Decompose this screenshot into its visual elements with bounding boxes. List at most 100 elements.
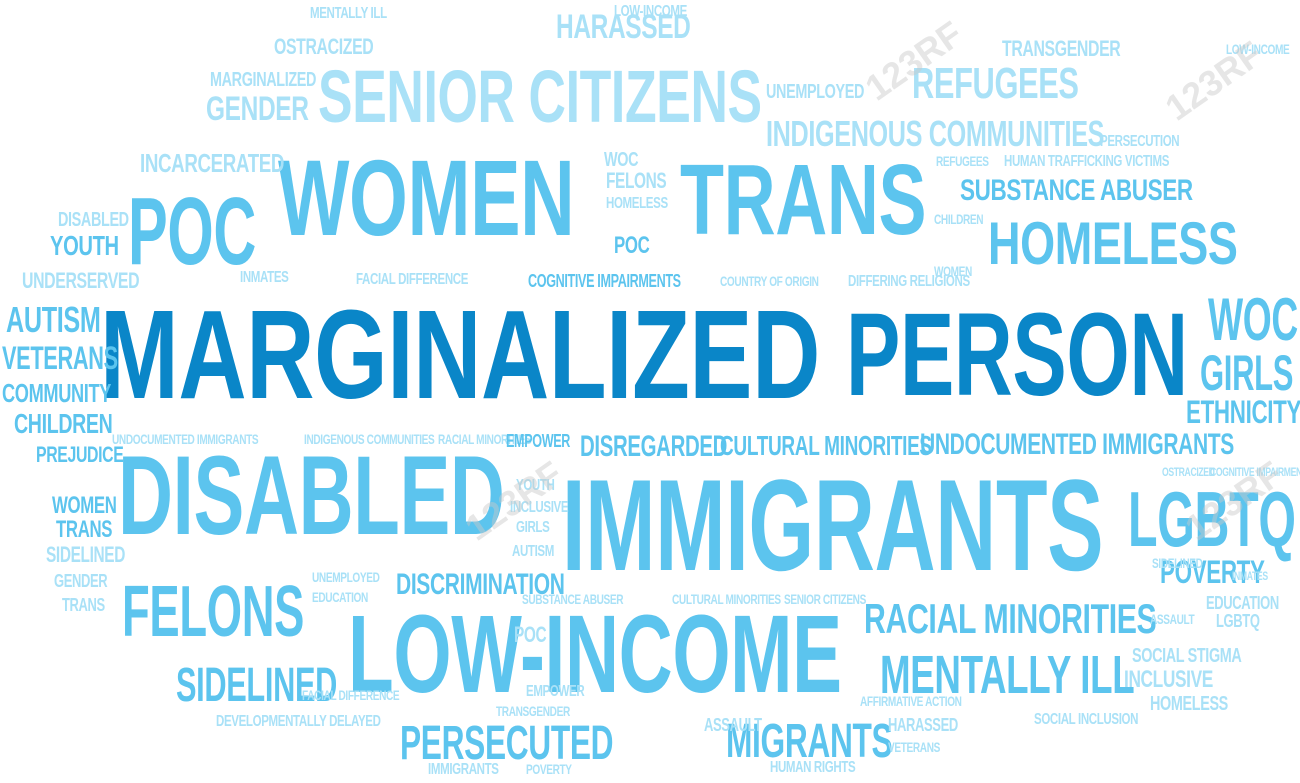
word-cultural-minorities: CULTURAL MINORITIES — [720, 430, 932, 461]
word-refugees-small: REFUGEES — [936, 153, 989, 169]
word-differing-religions: DIFFERING RELIGIONS — [848, 273, 970, 290]
word-ethnicity: ETHNICITY — [1186, 394, 1300, 430]
word-harassed-small: HARASSED — [888, 715, 958, 735]
word-poc-mid: POC — [514, 622, 547, 647]
word-senior-citizens: SENIOR CITIZENS — [318, 55, 762, 138]
word-affirmative-action: AFFIRMATIVE ACTION — [860, 693, 962, 709]
word-social-inclusion: SOCIAL INCLUSION — [1034, 711, 1139, 728]
word-persecution: PERSECUTION — [1100, 133, 1180, 150]
word-felons: FELONS — [122, 572, 305, 652]
word-felons-small: FELONS — [606, 168, 667, 193]
word-poverty: POVERTY — [1160, 554, 1265, 590]
word-ostracized-right: OSTRACIZED — [1162, 465, 1215, 479]
word-underserved: UNDERSERVED — [22, 268, 140, 293]
word-poc: POC — [128, 178, 257, 285]
word-disabled: DISABLED — [118, 433, 505, 558]
word-indigenous-communities: INDIGENOUS COMMUNITIES — [766, 113, 1105, 154]
word-undocumented-immigrants: UNDOCUMENTED IMMIGRANTS — [920, 428, 1234, 461]
word-woc: WOC — [1208, 286, 1298, 353]
word-inmates: INMATES — [240, 269, 289, 286]
word-disabled-small: DISABLED — [58, 209, 129, 231]
word-education-right: EDUCATION — [1206, 593, 1279, 613]
word-assault: ASSAULT — [704, 715, 762, 735]
word-children-right: CHILDREN — [934, 211, 984, 227]
word-low-income: LOW-INCOME — [348, 593, 842, 716]
word-racial-minorities-small: RACIAL MINORITIES — [438, 431, 532, 447]
word-developmentally-delayed: DEVELOPMENTALLY DELAYED — [216, 713, 381, 730]
word-assault-right: ASSAULT — [1150, 611, 1195, 627]
word-homeless: HOMELESS — [988, 210, 1238, 277]
word-low-income-top: LOW-INCOME — [614, 3, 687, 20]
word-women-right: WOMEN — [934, 263, 972, 279]
word-girls-mid: GIRLS — [516, 519, 550, 536]
word-women: WOMEN — [278, 137, 575, 258]
word-trans: TRANS — [680, 144, 927, 256]
word-marginalized: MARGINALIZED — [100, 284, 820, 425]
word-woc-small: WOC — [604, 149, 639, 171]
word-immigrants-small: IMMIGRANTS — [428, 761, 499, 778]
word-incarcerated: INCARCERATED — [140, 148, 285, 178]
word-social-stigma: SOCIAL STIGMA — [1132, 645, 1242, 667]
word-inclusive-mid: INCLUSIVE — [510, 499, 569, 516]
word-autism-mid: AUTISM — [512, 543, 554, 560]
word-migrants: MIGRANTS — [726, 715, 893, 768]
word-autism: AUTISM — [6, 299, 101, 340]
word-substance-small: SUBSTANCE ABUSER — [522, 591, 624, 607]
word-mentally-ill-top: MENTALLY ILL — [310, 5, 387, 22]
word-mentally-ill: MENTALLY ILL — [880, 645, 1135, 705]
word-immigrants: IMMIGRANTS — [562, 452, 1104, 598]
word-gender-small: GENDER — [54, 571, 108, 591]
word-country-of-origin: COUNTRY OF ORIGIN — [720, 273, 819, 289]
word-facial-difference-small: FACIAL DIFFERENCE — [302, 687, 400, 703]
word-cognitive-impairments: COGNITIVE IMPAIRMENTS — [528, 271, 681, 291]
word-sidelined: SIDELINED — [176, 659, 337, 712]
word-homeless-right: HOMELESS — [1150, 693, 1228, 715]
word-youth: YOUTH — [50, 230, 119, 261]
word-unemployed-top: UNEMPLOYED — [766, 81, 865, 103]
word-human-rights: HUMAN RIGHTS — [770, 759, 856, 776]
word-marginalized-small: MARGINALIZED — [210, 69, 317, 91]
word-sidelined-right: SIDELINED — [1152, 555, 1203, 571]
word-person: PERSON — [846, 289, 1188, 421]
word-ostracized: OSTRACIZED — [274, 34, 374, 59]
word-girls: GIRLS — [1200, 345, 1294, 401]
word-poc-small: POC — [614, 232, 650, 259]
word-empower: EMPOWER — [506, 431, 571, 451]
word-youth-mid: YOUTH — [516, 477, 555, 494]
word-trans-small: TRANS — [56, 516, 113, 543]
word-education: EDUCATION — [312, 589, 368, 605]
word-transgender: TRANSGENDER — [496, 703, 570, 719]
word-homeless-small: HOMELESS — [606, 195, 668, 212]
word-cultural-small: CULTURAL MINORITIES — [672, 591, 781, 607]
word-poverty-small: POVERTY — [526, 761, 572, 777]
word-refugees: REFUGEES — [912, 59, 1079, 108]
word-racial-minorities: RACIAL MINORITIES — [864, 595, 1157, 642]
word-empower-small: EMPOWER — [526, 683, 585, 700]
word-veterans: VETERANS — [2, 340, 118, 376]
word-lgbtq-right: LGBTQ — [1216, 611, 1260, 631]
word-unemployed: UNEMPLOYED — [312, 569, 380, 585]
word-substance-abuser: SUBSTANCE ABUSER — [960, 174, 1193, 207]
word-inclusive-right: INCLUSIVE — [1124, 666, 1213, 693]
word-sidelined-small: SIDELINED — [46, 542, 126, 567]
word-prejudice: PREJUDICE — [36, 442, 124, 467]
word-cognitive-right: COGNITIVE IMPAIRMENTS — [1210, 465, 1300, 479]
word-disregarded: DISREGARDED — [580, 430, 728, 463]
watermark-2: 123RF — [1157, 32, 1270, 129]
word-harassed: HARASSED — [556, 8, 691, 46]
word-discrimination: DISCRIMINATION — [396, 568, 565, 601]
word-undocumented-small: UNDOCUMENTED IMMIGRANTS — [112, 431, 259, 447]
word-senior-citizens-small: SENIOR CITIZENS — [784, 591, 866, 607]
word-children: CHILDREN — [14, 408, 113, 439]
word-persecuted: PERSECUTED — [400, 717, 614, 770]
word-indigenous-small: INDIGENOUS COMMUNITIES — [304, 431, 435, 447]
word-community: COMMUNITY — [2, 378, 112, 408]
word-gender: GENDER — [206, 90, 309, 128]
word-transgender-top: TRANSGENDER — [1002, 36, 1121, 61]
word-low-income-small: LOW-INCOME — [1226, 41, 1290, 57]
word-facial-difference: FACIAL DIFFERENCE — [356, 271, 469, 288]
word-lgbtq: LGBTQ — [1128, 475, 1296, 563]
word-trans-small-2: TRANS — [62, 595, 105, 615]
word-human-trafficking-victims: HUMAN TRAFFICKING VICTIMS — [1004, 153, 1170, 170]
